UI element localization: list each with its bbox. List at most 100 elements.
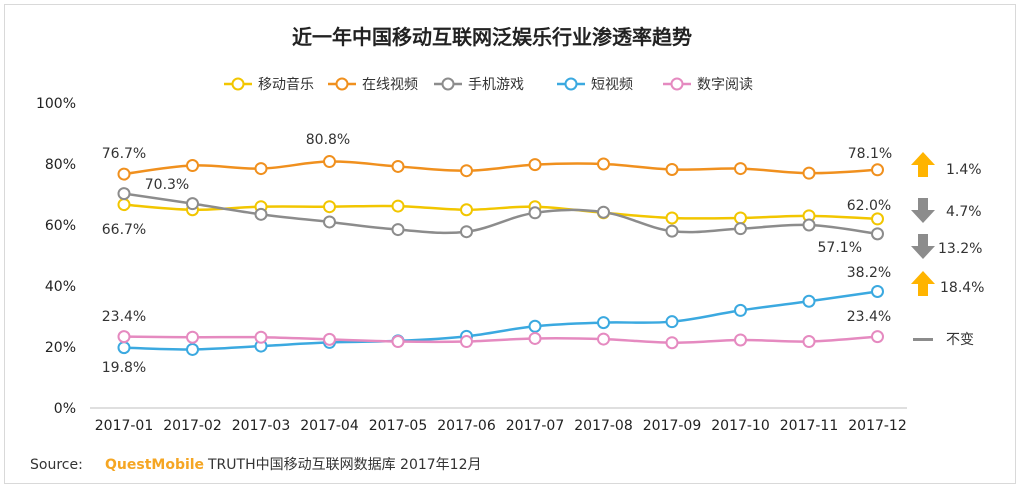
- point-video: [254, 162, 268, 176]
- y-tick-label: 20%: [45, 340, 76, 356]
- point-reading: [528, 331, 542, 345]
- series-short: [117, 284, 884, 356]
- label-game-start: 70.3%: [145, 177, 189, 193]
- point-video: [186, 159, 199, 173]
- point-short: [528, 319, 542, 333]
- source-text: TRUTH中国移动互联网数据库 2017年12月: [207, 457, 482, 473]
- x-tick-label: 2017-07: [506, 418, 565, 434]
- point-game: [323, 215, 336, 229]
- series-reading: [117, 330, 884, 350]
- label-video-end: 78.1%: [848, 146, 892, 162]
- change-legend: 1.4% 4.7% 13.2% 18.4% 不变: [911, 152, 984, 348]
- up-arrow-icon: [911, 152, 935, 177]
- legend-label-music: 移动音乐: [258, 76, 314, 93]
- series-line-video: [123, 160, 878, 176]
- legend-marker-game: [441, 77, 455, 91]
- point-short: [665, 315, 679, 329]
- point-game: [186, 197, 199, 211]
- legend: 移动音乐 在线视频 手机游戏 短视频 数字阅读: [224, 76, 753, 93]
- point-short: [186, 342, 199, 356]
- point-video: [597, 157, 610, 171]
- point-game: [871, 227, 884, 241]
- legend-label-game: 手机游戏: [468, 77, 524, 93]
- point-game: [391, 223, 405, 237]
- axes: 0% 20% 40% 60% 80% 100% 2017-01 2017-02 2017-03 2…: [36, 96, 907, 434]
- point-reading: [391, 335, 405, 349]
- point-video: [391, 159, 405, 173]
- x-tick-label: 2017-10: [711, 418, 770, 434]
- x-tick-label: 2017-02: [163, 418, 222, 434]
- y-tick-label: 60%: [45, 218, 76, 234]
- legend-label-video: 在线视频: [362, 77, 418, 93]
- x-tick-label: 2017-05: [369, 418, 428, 434]
- x-tick-label: 2017-04: [300, 418, 359, 434]
- legend-item-music: 移动音乐: [224, 76, 314, 93]
- series-game: [117, 187, 884, 241]
- point-reading: [117, 330, 131, 344]
- change-game: 13.2%: [938, 241, 982, 257]
- point-video: [460, 164, 473, 178]
- series-music: [117, 198, 884, 226]
- point-video: [871, 163, 884, 177]
- point-video: [665, 162, 679, 176]
- point-game: [528, 206, 542, 220]
- label-video-peak: 80.8%: [306, 132, 350, 148]
- label-short-end: 38.2%: [847, 265, 891, 281]
- label-game-end: 57.1%: [818, 240, 862, 256]
- point-game: [254, 207, 268, 221]
- change-music: 4.7%: [946, 204, 982, 220]
- chart-title: 近一年中国移动互联网泛娱乐行业渗透率趋势: [292, 25, 692, 49]
- point-video: [323, 155, 336, 169]
- label-video-start: 76.7%: [102, 146, 146, 162]
- point-game: [117, 187, 131, 201]
- y-tick-label: 80%: [45, 157, 76, 173]
- point-reading: [323, 332, 336, 346]
- legend-marker-music: [231, 77, 245, 91]
- point-game: [734, 222, 747, 236]
- point-music: [323, 200, 336, 214]
- legend-marker-video: [335, 77, 349, 91]
- point-short: [117, 341, 131, 355]
- point-music: [391, 199, 405, 213]
- change-video: 1.4%: [946, 162, 982, 178]
- point-music: [460, 203, 473, 217]
- source-line: Source: QuestMobile TRUTH中国移动互联网数据库 2017…: [30, 457, 482, 473]
- point-game: [802, 218, 816, 232]
- data-labels: 76.7% 80.8% 78.1% 70.3% 57.1% 66.7% 62.0…: [102, 132, 892, 376]
- legend-item-game: 手机游戏: [434, 77, 524, 93]
- label-short-start: 19.8%: [102, 360, 146, 376]
- series-line-music: [123, 203, 878, 221]
- point-music: [665, 211, 679, 225]
- legend-item-reading: 数字阅读: [663, 76, 753, 93]
- point-video: [528, 158, 542, 172]
- x-tick-label: 2017-03: [232, 418, 291, 434]
- point-music: [117, 198, 131, 212]
- x-tick-label: 2017-06: [437, 418, 496, 434]
- point-reading: [460, 335, 473, 349]
- legend-marker-reading: [670, 77, 684, 91]
- label-reading-start: 23.4%: [102, 309, 146, 325]
- legend-marker-short: [564, 77, 578, 91]
- point-reading: [597, 332, 610, 346]
- x-tick-label: 2017-11: [780, 418, 839, 434]
- point-video: [117, 167, 131, 181]
- legend-label-reading: 数字阅读: [697, 76, 753, 93]
- series-line-reading: [123, 335, 878, 344]
- label-music-start: 66.7%: [102, 222, 146, 238]
- point-reading: [186, 330, 199, 344]
- chart-frame: [4, 4, 1016, 484]
- point-reading: [254, 330, 268, 344]
- down-arrow-icon: [911, 234, 935, 259]
- point-reading: [802, 335, 816, 349]
- down-arrow-icon: [911, 198, 935, 223]
- x-tick-label: 2017-08: [574, 418, 633, 434]
- legend-label-short: 短视频: [591, 77, 633, 93]
- point-reading: [871, 330, 884, 344]
- point-game: [597, 205, 610, 219]
- point-short: [871, 284, 884, 298]
- point-music: [871, 212, 884, 226]
- y-tick-label: 40%: [45, 279, 76, 295]
- legend-item-video: 在线视频: [328, 77, 418, 93]
- up-arrow-icon: [911, 271, 935, 296]
